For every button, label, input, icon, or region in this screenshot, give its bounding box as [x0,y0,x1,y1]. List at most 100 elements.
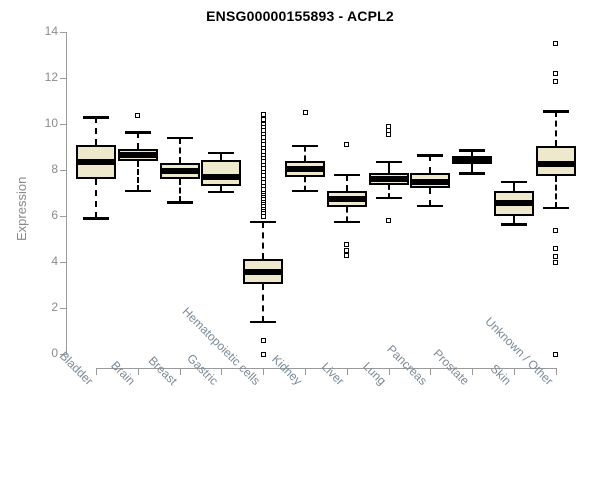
lower-whisker-line [262,283,265,322]
outlier-point [260,213,266,219]
outlier-point [553,70,559,76]
y-tick-label: 0 [51,346,58,360]
x-tick-mark [346,368,348,375]
y-tick-mark [60,32,66,33]
upper-whisker-line [345,174,348,191]
median-line [285,165,325,172]
x-tick-mark [472,368,474,375]
lower-whisker-cap [292,189,318,193]
lower-whisker-cap [417,204,444,208]
lower-whisker-line [178,179,181,203]
x-tick-mark [305,368,306,375]
lower-whisker-cap [208,190,235,194]
upper-whisker-line [95,117,97,145]
lower-whisker-line [95,179,97,219]
outlier-point [302,110,308,115]
median-line [326,195,367,202]
x-tick-mark [430,368,432,375]
outlier-point [260,112,266,118]
median-line [368,176,409,183]
upper-whisker-cap [124,131,151,134]
y-tick-mark [60,170,66,171]
y-tick-mark [60,78,66,79]
upper-whisker-cap [166,136,193,140]
lower-whisker-line [471,164,474,174]
outlier-point [553,228,559,234]
upper-whisker-line [387,161,390,174]
upper-whisker-cap [333,173,360,177]
outlier-point [386,123,392,129]
lower-whisker-line [513,216,515,225]
outlier-point [386,218,392,224]
outlier-point [344,142,350,148]
upper-whisker-line [513,181,515,191]
y-tick-label: 2 [51,300,58,314]
y-tick-mark [60,354,66,355]
upper-whisker-cap [208,151,235,155]
lower-whisker-line [220,186,223,192]
median-line [494,200,534,207]
lower-whisker-line [136,160,139,191]
outlier-point [260,116,266,122]
upper-whisker-line [554,111,557,146]
y-tick-mark [60,308,66,309]
median-line [535,161,576,168]
box-iqr [535,145,576,176]
median-line [76,158,116,165]
y-tick-label: 6 [51,208,58,222]
lower-whisker-line [387,184,390,198]
upper-whisker-cap [292,144,318,148]
upper-whisker-cap [459,149,486,152]
lower-whisker-cap [542,206,569,210]
outlier-point [344,248,350,253]
lower-whisker-cap [250,320,277,324]
median-line [117,152,158,159]
upper-whisker-line [178,137,181,164]
outlier-point [344,252,350,258]
x-tick-mark [388,368,390,375]
lower-whisker-line [304,176,306,191]
median-line [243,269,284,276]
outlier-point [260,337,266,343]
y-tick-mark [60,216,66,217]
y-tick-mark [60,124,66,125]
x-tick-mark [96,368,97,375]
lower-whisker-cap [83,217,109,220]
y-tick-mark [60,262,66,263]
outlier-point [553,351,559,357]
upper-whisker-cap [375,160,402,164]
x-tick-mark [555,368,557,375]
x-tick-mark [263,368,265,375]
outlier-point [553,259,559,265]
y-tick-label: 4 [51,254,58,268]
x-tick-mark [179,368,181,375]
outlier-point [553,253,559,259]
upper-whisker-cap [501,180,527,183]
outlier-point [260,351,266,357]
lower-whisker-line [429,188,432,206]
upper-whisker-line [304,145,306,161]
lower-whisker-cap [166,201,193,204]
lower-whisker-cap [459,172,486,175]
outlier-point [553,245,559,251]
chart-title: ENSG00000155893 - ACPL2 [206,8,394,24]
upper-whisker-cap [417,154,444,157]
upper-whisker-line [429,155,432,174]
outlier-point [553,41,559,46]
median-line [201,173,242,180]
lower-whisker-cap [124,189,151,193]
median-line [410,178,451,185]
lower-whisker-line [554,175,557,208]
x-tick-mark [137,368,139,375]
outlier-point [344,242,350,248]
y-tick-label: 14 [44,24,58,38]
y-tick-label: 8 [51,162,58,176]
y-axis-line [66,32,67,355]
median-line [159,168,200,175]
upper-whisker-line [220,152,223,160]
box-iqr [201,159,242,187]
upper-whisker-line [262,221,265,259]
upper-whisker-cap [250,220,277,224]
outlier-point [386,131,392,137]
